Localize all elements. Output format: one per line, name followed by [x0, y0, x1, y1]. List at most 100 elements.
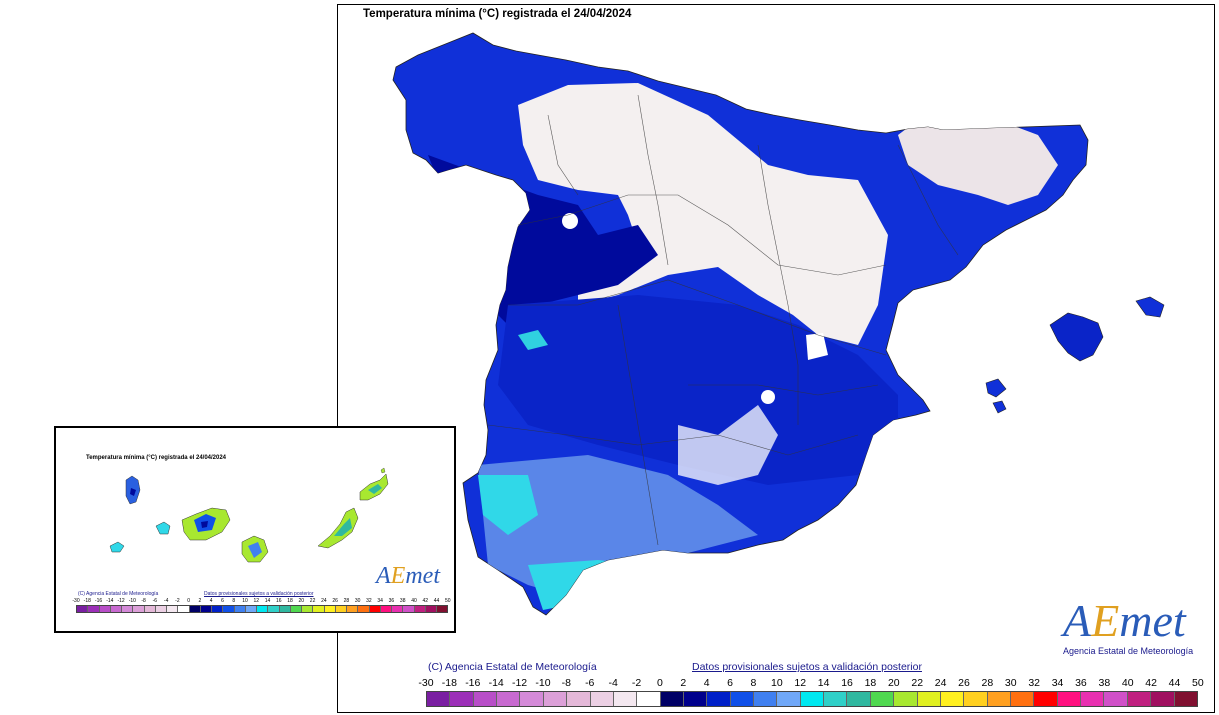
legend-label: 14 — [264, 598, 271, 604]
legend-label: -8 — [141, 598, 146, 604]
aemet-logo-word: AEmet — [376, 563, 440, 589]
legend-label: 22 — [911, 677, 924, 689]
legend-swatch — [847, 692, 871, 706]
legend-label: 12 — [253, 598, 260, 604]
legend-label: 44 — [1168, 677, 1181, 689]
legend-label: -10 — [535, 677, 551, 689]
legend-swatch — [279, 606, 291, 612]
legend-label: -18 — [83, 598, 91, 604]
legend-label: -12 — [511, 677, 528, 689]
aemet-logo-subtitle: Agencia Estatal de Meteorología — [1063, 646, 1194, 656]
legend-swatch — [894, 692, 918, 706]
legend-swatch — [660, 692, 684, 706]
legend-label: 34 — [377, 598, 383, 604]
legend-label: 8 — [750, 677, 757, 689]
legend-swatch — [234, 606, 246, 612]
legend-swatch — [1010, 692, 1035, 706]
legend-swatch — [754, 692, 778, 706]
legend-swatch — [133, 606, 145, 612]
legend-swatch — [88, 606, 100, 612]
legend-label: 24 — [934, 677, 947, 689]
legend-swatch — [497, 692, 521, 706]
legend-swatch — [1104, 692, 1128, 706]
legend-label: 18 — [287, 598, 293, 604]
legend-label: -30 — [418, 677, 434, 689]
legend-swatch — [335, 606, 347, 612]
legend-label: 32 — [1028, 677, 1040, 689]
legend-swatch — [613, 692, 638, 706]
legend-label: 32 — [366, 598, 372, 604]
legend-swatch — [369, 606, 381, 612]
legend-label: 50 — [444, 598, 451, 604]
legend-swatch — [212, 606, 224, 612]
main-map-copyright: (C) Agencia Estatal de Meteorología — [428, 661, 597, 673]
peninsula-temperature-map — [392, 32, 1165, 616]
legend-swatch — [99, 606, 111, 612]
legend-swatch — [437, 606, 448, 612]
legend-label: 2 — [680, 677, 687, 689]
legend-label: 34 — [1051, 677, 1064, 689]
legend-label: 36 — [1075, 677, 1087, 689]
legend-label: -4 — [608, 677, 618, 689]
legend-label: 10 — [771, 677, 783, 689]
legend-swatch — [77, 606, 89, 612]
legend-swatch — [167, 606, 179, 612]
legend-label: 10 — [242, 598, 248, 604]
legend-swatch — [800, 692, 825, 706]
legend-labels: -30 -18 -16 -14 -12 -10 -8 -6 -4 -2 0 2 4 6 8 10 12 14 16 1… — [414, 677, 1209, 691]
legend-swatch — [347, 606, 359, 612]
legend-swatch — [1057, 692, 1082, 706]
legend-swatch — [200, 606, 212, 612]
legend-swatch — [380, 606, 392, 612]
legend-label: 36 — [388, 598, 395, 604]
legend-label: 14 — [817, 677, 830, 689]
legend-swatch — [313, 606, 325, 612]
legend-swatch — [1081, 692, 1105, 706]
legend-swatch — [870, 692, 895, 706]
legend-label: 28 — [981, 677, 994, 689]
legend-label: 0 — [656, 677, 663, 689]
legend-swatch — [257, 606, 269, 612]
canary-map-copyright: (C) Agencia Estatal de Meteorología — [78, 591, 159, 597]
legend-swatch — [987, 692, 1011, 706]
legend-swatch — [1174, 692, 1197, 706]
legend-label: 2 — [198, 598, 202, 604]
legend-color-bar — [76, 605, 448, 613]
legend-swatch — [567, 692, 591, 706]
aemet-logo-word: AEmet — [1063, 595, 1186, 646]
legend-swatch — [122, 606, 134, 612]
legend-swatch — [824, 692, 848, 706]
legend-label: 26 — [332, 598, 338, 604]
canary-map-disclaimer-link[interactable]: Datos provisionales sujetos a validación… — [204, 591, 314, 597]
legend-label: 6 — [727, 677, 733, 689]
legend-swatch — [358, 606, 370, 612]
legend-label: 6 — [221, 598, 224, 604]
legend-swatch — [245, 606, 257, 612]
legend-swatch — [290, 606, 302, 612]
legend-label: 12 — [794, 677, 807, 689]
legend-color-bar — [426, 691, 1198, 707]
legend-swatch — [414, 606, 426, 612]
legend-label: 22 — [309, 598, 316, 604]
legend-swatch — [637, 692, 661, 706]
legend-swatch — [1151, 692, 1175, 706]
legend-label: -8 — [561, 677, 572, 689]
legend-label: 40 — [1121, 677, 1134, 689]
legend-swatch — [1127, 692, 1152, 706]
legend-label: 16 — [276, 598, 282, 604]
canary-map-legend: -30 -18 -16 -14 -12 -10 -8 -6 -4 -2 0 2 4 6 8 10 12 14 16 1… — [72, 598, 451, 613]
legend-swatch — [1034, 692, 1058, 706]
legend-label: 30 — [354, 598, 361, 604]
legend-label: 20 — [887, 677, 900, 689]
aemet-logo: AEmet Agencia Estatal de Meteorología — [1063, 595, 1194, 657]
legend-swatch — [777, 692, 801, 706]
legend-swatch — [155, 606, 167, 612]
canary-islands-map-panel: Temperatura mínima (°C) registrada el 24… — [54, 426, 456, 633]
main-map-disclaimer-link[interactable]: Datos provisionales sujetos a validación… — [692, 661, 922, 673]
main-map-legend: -30 -18 -16 -14 -12 -10 -8 -6 -4 -2 0 2 4 6 8 10 12 14 16 1… — [418, 677, 1204, 707]
legend-label: 4 — [703, 677, 710, 689]
legend-swatch — [178, 606, 190, 612]
legend-swatch — [427, 692, 451, 706]
legend-swatch — [144, 606, 156, 612]
legend-label: 24 — [321, 598, 327, 604]
